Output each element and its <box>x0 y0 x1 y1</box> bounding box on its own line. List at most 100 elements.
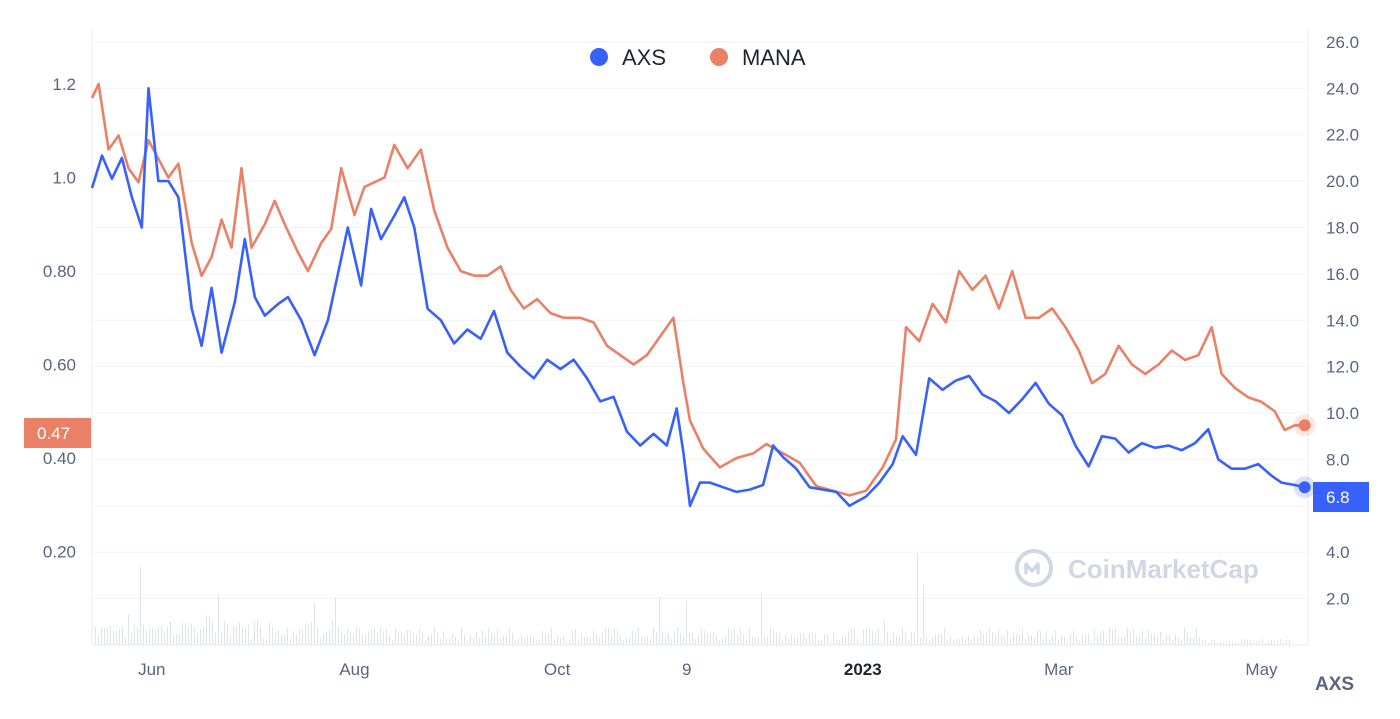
volume-bar <box>635 632 636 645</box>
volume-bar <box>650 638 651 645</box>
volume-bar <box>527 635 528 645</box>
volume-bar <box>1091 640 1092 645</box>
volume-bar <box>707 633 708 645</box>
volume-bar <box>605 628 606 645</box>
volume-bar <box>1082 634 1083 645</box>
volume-bar <box>992 631 993 645</box>
volume-bar <box>1235 642 1236 645</box>
volume-bar <box>1238 642 1239 645</box>
volume-bar <box>590 637 591 645</box>
volume-bar <box>845 634 846 645</box>
volume-bar <box>1130 631 1131 645</box>
volume-bar <box>926 636 927 645</box>
volume-bar <box>641 637 642 645</box>
volume-bar <box>986 633 987 645</box>
volume-bar <box>542 630 543 645</box>
volume-bar <box>1028 634 1029 645</box>
volume-bar <box>956 638 957 645</box>
volume-bar <box>227 623 228 645</box>
volume-bar <box>977 636 978 645</box>
volume-bar <box>143 624 144 645</box>
volume-bar <box>230 635 231 645</box>
volume-bar <box>962 636 963 645</box>
volume-bar <box>1217 642 1218 645</box>
volume-bar <box>917 553 918 645</box>
volume-bar <box>332 620 333 645</box>
left-tick-label: 0.40 <box>43 449 76 468</box>
volume-bar <box>1046 630 1047 645</box>
axs-current-badge-bg <box>1313 482 1369 512</box>
volume-bar <box>731 630 732 645</box>
volume-bar <box>1175 633 1176 645</box>
volume-bar <box>1178 637 1179 645</box>
volume-bar <box>1205 639 1206 645</box>
volume-bar <box>836 639 837 645</box>
volume-bar <box>290 638 291 645</box>
volume-bar <box>437 631 438 645</box>
volume-bar <box>1067 640 1068 645</box>
legend-item-mana[interactable]: MANA <box>710 45 806 70</box>
volume-bar <box>1196 627 1197 645</box>
volume-bar <box>320 638 321 645</box>
volume-bar <box>1187 632 1188 645</box>
volume-bar <box>560 637 561 645</box>
volume-bar <box>1214 640 1215 645</box>
volume-bar <box>1049 639 1050 645</box>
volume-bar <box>200 628 201 645</box>
axs-current-value: 6.8 <box>1326 488 1350 507</box>
volume-bar <box>644 636 645 645</box>
volume-bar <box>893 632 894 645</box>
volume-bar <box>530 633 531 645</box>
volume-bar <box>1283 641 1284 645</box>
volume-bar <box>875 633 876 645</box>
legend-marker-axs <box>590 48 608 66</box>
volume-bar <box>434 627 435 645</box>
volume-bar <box>578 640 579 645</box>
volume-bar <box>272 627 273 645</box>
volume-bar <box>878 628 879 645</box>
volume-bar <box>1259 640 1260 645</box>
volume-bar <box>1061 635 1062 645</box>
volume-bar <box>1256 640 1257 645</box>
volume-bar <box>734 628 735 645</box>
volume-bar <box>248 624 249 645</box>
left-tick-label: 1.2 <box>52 75 76 94</box>
left-tick-label: 1.0 <box>52 169 76 188</box>
end-point-mana <box>1298 419 1311 432</box>
volume-bar <box>482 630 483 645</box>
volume-bar <box>1145 638 1146 645</box>
volume-bar <box>800 633 801 645</box>
legend-item-axs[interactable]: AXS <box>590 45 666 70</box>
volume-bar <box>1121 636 1122 645</box>
volume-bar <box>215 632 216 645</box>
volume-bar <box>1163 639 1164 645</box>
volume-bar <box>386 629 387 645</box>
volume-bar <box>1223 642 1224 645</box>
volume-bar <box>353 634 354 645</box>
volume-bar <box>1088 633 1089 645</box>
volume-bar <box>563 635 564 645</box>
mana-current-value: 0.47 <box>37 424 70 443</box>
volume-bar <box>596 634 597 645</box>
volume-bar <box>581 633 582 645</box>
volume-bar <box>1016 634 1017 645</box>
right-tick-label: 2.0 <box>1326 590 1350 609</box>
volume-bar <box>371 629 372 645</box>
volume-bar <box>161 625 162 645</box>
volume-bar <box>260 626 261 645</box>
volume-bar <box>533 636 534 645</box>
volume-bar <box>473 638 474 645</box>
volume-bar <box>251 638 252 645</box>
volume-bar <box>425 640 426 645</box>
volume-bar <box>1229 640 1230 645</box>
volume-bar <box>755 637 756 645</box>
volume-bar <box>716 635 717 645</box>
watermark-text: CoinMarketCap <box>1068 554 1259 584</box>
volume-bar <box>1172 639 1173 645</box>
volume-bar <box>494 635 495 645</box>
volume-bar <box>485 636 486 645</box>
volume-bar <box>479 637 480 645</box>
volume-bar <box>764 636 765 645</box>
volume-bar <box>722 639 723 645</box>
end-point-axs <box>1298 481 1311 494</box>
